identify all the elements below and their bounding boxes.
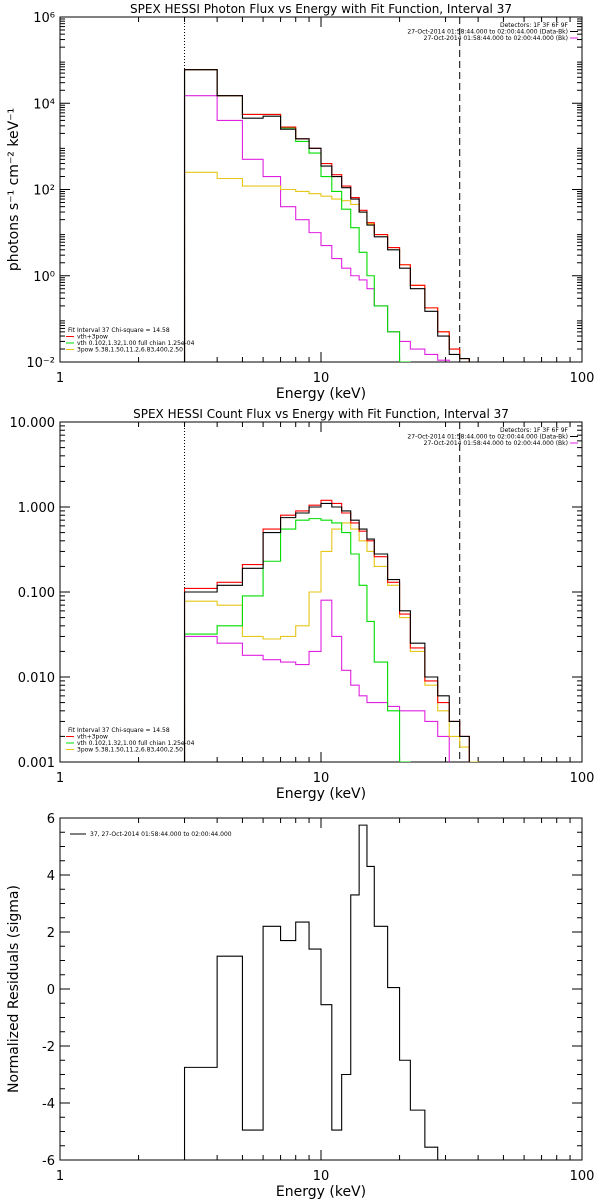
y-tick-label: -2 xyxy=(42,1040,55,1055)
legend-left-text: vth 0.102,1.32,1.00 full chian 1.25e-04 xyxy=(77,340,195,347)
chart-title: SPEX HESSI Count Flux vs Energy with Fit… xyxy=(133,407,509,421)
legend-left-text: 3pow 5.38,1.50,11.2,6.83,400,2.50 xyxy=(77,347,183,354)
y-tick-label: 10² xyxy=(33,184,55,199)
y-tick-label: 10.000 xyxy=(10,416,56,431)
y-tick-label: 10⁻² xyxy=(26,356,55,371)
x-tick-label: 100 xyxy=(570,771,595,786)
legend-right-text: 27-Oct-2014 01:58:44.000 to 02:00:44.000… xyxy=(407,434,568,441)
series-line-vth-3pow xyxy=(183,69,479,362)
series-line-37-27-oct-2014-01-58-44-000-to-02-00-44-000 xyxy=(183,824,461,1160)
y-tick-label: 10⁰ xyxy=(33,270,55,285)
x-tick-label: 10 xyxy=(313,1169,330,1184)
plot-area xyxy=(183,69,479,362)
series-line-data-bk xyxy=(183,69,479,362)
y-axis-label: Normalized Residuals (sigma) xyxy=(6,885,22,1093)
plot-frame xyxy=(59,16,583,363)
y-tick-label: 0.100 xyxy=(18,586,55,601)
y-tick-label: -4 xyxy=(42,1097,55,1112)
x-tick-label: 10 xyxy=(313,771,330,786)
x-tick-label: 10 xyxy=(313,371,330,386)
y-tick-label: 10⁴ xyxy=(33,97,55,112)
x-tick-label: 1 xyxy=(56,371,64,386)
legend-left-text: 3pow 5.38,1.50,11.2,6.83,400,2.50 xyxy=(77,747,183,754)
legend-text: 37, 27-Oct-2014 01:58:44.000 to 02:00:44… xyxy=(90,831,232,838)
y-tick-label: 2 xyxy=(47,926,55,941)
x-tick-label: 1 xyxy=(56,1169,64,1184)
series-line-3pow xyxy=(183,522,479,762)
y-tick-label: 4 xyxy=(47,869,55,884)
legend-left-text: Fit Interval 37 Chi-square = 14.58 xyxy=(68,327,170,334)
y-axis-label: photons s⁻¹ cm⁻² keV⁻¹ xyxy=(6,108,22,271)
x-axis-label: Energy (keV) xyxy=(276,1184,366,1200)
legend-right-text: Detectors: 1F 3F 6F 9F xyxy=(500,427,569,434)
series-line-vth xyxy=(183,69,411,362)
legend-right-text: 27-Oct-2014 01:58:44.000 to 02:00:44.000… xyxy=(407,29,568,36)
x-axis-label: Energy (keV) xyxy=(276,386,366,402)
residuals-panel: 1 10 100 Energy (keV) -6 -4 -2 0 2 4 6 Normalized R… xyxy=(6,812,594,1200)
legend-left-text: vth 0.102,1.32,1.00 full chian 1.25e-04 xyxy=(77,740,195,747)
y-tick-label: 0.001 xyxy=(18,756,55,771)
y-tick-label: -6 xyxy=(42,1154,55,1169)
chart-title: SPEX HESSI Photon Flux vs Energy with Fi… xyxy=(130,2,512,16)
x-tick-label: 1 xyxy=(56,771,64,786)
legend-right-text: Detectors: 1F 3F 6F 9F xyxy=(500,22,569,29)
photon-flux-panel: SPEX HESSI Photon Flux vs Energy with Fi… xyxy=(6,2,594,402)
series-line-bk xyxy=(183,95,450,362)
legend-left-text: vth+3pow xyxy=(77,734,108,741)
y-tick-label: 10⁶ xyxy=(33,11,55,26)
plot-area xyxy=(183,824,461,1160)
legend-right-text: 27-Oct-2014 01:58:44.000 to 02:00:44.000… xyxy=(424,440,568,447)
series-line-bk xyxy=(183,599,450,762)
legend-left-text: vth+3pow xyxy=(77,334,108,341)
y-tick-label: 0.010 xyxy=(18,671,55,686)
legend-right-text: 27-Oct-2014 01:58:44.000 to 02:00:44.000… xyxy=(424,35,568,42)
series-line-data-bk xyxy=(183,502,470,762)
y-tick-label: 6 xyxy=(47,812,55,827)
count-flux-panel: SPEX HESSI Count Flux vs Energy with Fit… xyxy=(10,407,595,802)
plot-area xyxy=(183,499,479,762)
x-tick-label: 100 xyxy=(570,371,595,386)
series-line-vth-3pow xyxy=(183,499,470,762)
series-line-3pow xyxy=(183,171,479,362)
series-line-vth xyxy=(183,518,411,762)
legend-left-text: Fit Interval 37 Chi-square = 14.58 xyxy=(68,727,170,734)
x-axis-label: Energy (keV) xyxy=(276,786,366,802)
y-tick-label: 0 xyxy=(47,983,55,998)
y-tick-label: 1.000 xyxy=(18,501,55,516)
x-tick-label: 100 xyxy=(570,1169,595,1184)
